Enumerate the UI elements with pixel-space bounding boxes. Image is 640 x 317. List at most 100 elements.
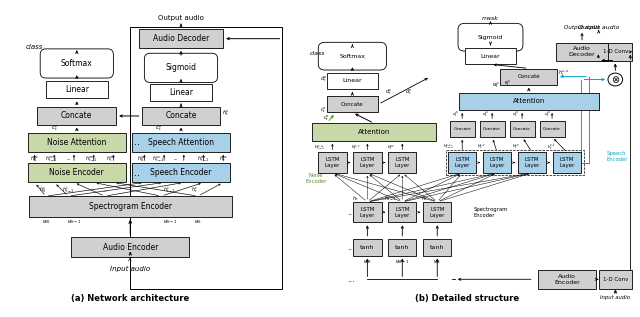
Text: LSTM
Layer: LSTM Layer xyxy=(324,157,340,168)
Text: Spectrogram Encoder: Spectrogram Encoder xyxy=(89,202,172,211)
Text: Audio Decoder: Audio Decoder xyxy=(153,34,209,43)
Text: LSTM
Layer: LSTM Layer xyxy=(559,157,575,168)
Text: Linear: Linear xyxy=(481,54,500,59)
Text: Spectrogram
Encoder: Spectrogram Encoder xyxy=(474,207,508,217)
Text: $w_{t-1}$: $w_{t-1}$ xyxy=(67,218,81,226)
Text: $h_0^{nc}$: $h_0^{nc}$ xyxy=(30,154,39,164)
Text: Attention: Attention xyxy=(513,98,545,104)
Bar xyxy=(553,152,581,173)
Text: LSTM
Layer: LSTM Layer xyxy=(429,207,445,217)
Text: Concate: Concate xyxy=(543,127,561,131)
Bar xyxy=(132,163,230,182)
Text: Input audio: Input audio xyxy=(110,266,150,272)
Text: $c_t^n$: $c_t^n$ xyxy=(323,113,330,123)
Text: LSTM
Layer: LSTM Layer xyxy=(360,157,375,168)
Text: ...: ... xyxy=(131,168,140,178)
Bar xyxy=(518,152,547,173)
Text: Linear: Linear xyxy=(169,88,193,97)
Text: $w_{t-1}$: $w_{t-1}$ xyxy=(395,258,410,266)
Text: $h_t^s$: $h_t^s$ xyxy=(222,108,230,118)
Text: $w_t^s$: $w_t^s$ xyxy=(492,81,499,90)
Text: 1-D Conv: 1-D Conv xyxy=(603,277,628,282)
Text: Concate: Concate xyxy=(165,112,196,120)
Text: Output audio: Output audio xyxy=(564,25,600,30)
Text: $w_{t-1}$: $w_{t-1}$ xyxy=(163,218,177,226)
Text: (b) Detailed structure: (b) Detailed structure xyxy=(415,294,519,303)
Text: $h_t$: $h_t$ xyxy=(420,194,427,203)
Bar xyxy=(326,96,378,112)
Text: Softmax: Softmax xyxy=(61,59,93,68)
Text: $h_t^{sc}$: $h_t^{sc}$ xyxy=(513,143,520,152)
Text: ...: ... xyxy=(347,243,355,252)
Bar xyxy=(388,202,417,223)
Bar xyxy=(353,202,381,223)
Bar xyxy=(598,43,632,61)
Text: mask: mask xyxy=(482,16,499,21)
Text: $h_t^{n,c}$: $h_t^{n,c}$ xyxy=(351,143,360,153)
Text: Output audio: Output audio xyxy=(578,24,620,29)
Text: ...: ... xyxy=(66,156,70,161)
Text: ...: ... xyxy=(347,208,355,217)
Text: Noise Encoder: Noise Encoder xyxy=(49,168,104,177)
Text: $c_t^n$: $c_t^n$ xyxy=(51,123,58,133)
Text: $h_{t-1}^{s,c}$: $h_{t-1}^{s,c}$ xyxy=(444,143,454,152)
Bar xyxy=(509,121,534,137)
Bar xyxy=(71,237,189,257)
Text: $h_{t-1}$: $h_{t-1}$ xyxy=(384,194,396,203)
Text: ...: ... xyxy=(131,137,140,147)
Text: ...: ... xyxy=(102,188,108,193)
Text: Audio
Encoder: Audio Encoder xyxy=(554,274,580,285)
Bar xyxy=(29,196,232,217)
FancyBboxPatch shape xyxy=(145,53,218,82)
Text: $h_t^{sc}$: $h_t^{sc}$ xyxy=(219,154,228,164)
Bar xyxy=(28,163,126,182)
Text: $h_{t-1}^c$: $h_{t-1}^c$ xyxy=(163,185,176,195)
Text: $h_{t}^{s,t}$: $h_{t}^{s,t}$ xyxy=(547,143,556,152)
Bar xyxy=(538,270,596,289)
Text: Input audio: Input audio xyxy=(600,295,630,300)
Text: $d_t^n$: $d_t^n$ xyxy=(405,88,413,97)
Text: $d_t^n$: $d_t^n$ xyxy=(320,75,327,84)
Bar xyxy=(448,152,476,173)
FancyBboxPatch shape xyxy=(458,23,523,51)
Bar xyxy=(450,121,475,137)
Bar xyxy=(480,121,504,137)
Bar xyxy=(139,29,223,48)
Text: $h_t$: $h_t$ xyxy=(353,194,359,203)
Text: $e_t^s$: $e_t^s$ xyxy=(504,78,511,88)
Text: Speech Attention: Speech Attention xyxy=(148,138,214,147)
Text: $h_0^{sc}$: $h_0^{sc}$ xyxy=(137,154,146,164)
Text: $d_t^s$: $d_t^s$ xyxy=(452,110,459,120)
Bar xyxy=(540,121,564,137)
Text: $h_t^{nc}$: $h_t^{nc}$ xyxy=(387,143,395,153)
Bar xyxy=(445,150,584,175)
Text: $h_{t-1}^c$: $h_{t-1}^c$ xyxy=(62,185,75,195)
Text: LSTM
Layer: LSTM Layer xyxy=(524,157,540,168)
Text: Concate: Concate xyxy=(453,127,471,131)
Text: $h_0^c$: $h_0^c$ xyxy=(40,185,47,195)
Text: $w_t$: $w_t$ xyxy=(433,258,442,266)
Text: tanh: tanh xyxy=(360,245,374,250)
Text: Attention: Attention xyxy=(358,129,390,135)
Text: $h_{t-1}^{nc}$: $h_{t-1}^{nc}$ xyxy=(45,154,58,164)
Text: $d_t^s$: $d_t^s$ xyxy=(482,110,489,120)
Text: (a) Network architecture: (a) Network architecture xyxy=(71,294,189,303)
Text: $h_{t-1}^{nc}$: $h_{t-1}^{nc}$ xyxy=(84,154,97,164)
Bar xyxy=(388,239,417,256)
Text: Audio Encoder: Audio Encoder xyxy=(102,243,158,252)
Text: ...: ... xyxy=(173,156,178,161)
Text: LSTM
Layer: LSTM Layer xyxy=(360,207,375,217)
Text: $x$: $x$ xyxy=(127,255,134,263)
Text: tanh: tanh xyxy=(430,245,444,250)
Bar xyxy=(312,123,436,141)
Text: Output audio: Output audio xyxy=(158,15,204,21)
Bar xyxy=(353,152,381,173)
Text: Concate: Concate xyxy=(341,102,364,107)
Text: LSTM
Layer: LSTM Layer xyxy=(395,207,410,217)
Text: Noise
Encoder: Noise Encoder xyxy=(305,173,326,184)
Bar xyxy=(388,152,417,173)
Text: $h_t^{s,o}$: $h_t^{s,o}$ xyxy=(558,68,569,79)
Bar xyxy=(141,107,220,125)
Text: Sigmoid: Sigmoid xyxy=(166,63,196,72)
Bar xyxy=(353,239,381,256)
